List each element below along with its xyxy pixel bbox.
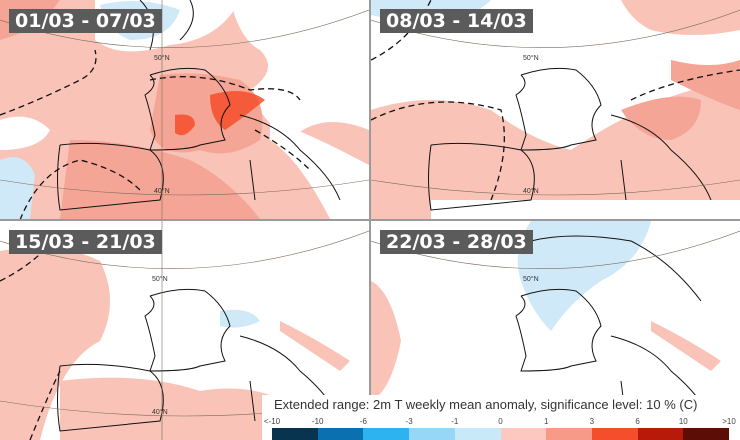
latitude-40n-label: 40°N xyxy=(152,409,168,416)
legend-tick-label: 3 xyxy=(589,417,595,426)
latitude-40n-label: 40°N xyxy=(154,188,170,195)
week-label: 01/03 - 07/03 xyxy=(9,9,162,33)
legend-tick-label: <-10 xyxy=(263,417,281,426)
legend-tick-label: 6 xyxy=(635,417,640,426)
latitude-50n-label: 50°N xyxy=(523,276,539,283)
week-label: 08/03 - 14/03 xyxy=(380,9,533,33)
legend-color-bar xyxy=(272,428,730,440)
legend-tick-label: -1 xyxy=(451,417,459,426)
legend-tick-label: 1 xyxy=(543,417,549,426)
legend-color-swatch xyxy=(500,428,547,440)
panel-divider-horizontal xyxy=(0,219,740,221)
legend-color-swatch xyxy=(546,428,592,440)
map-panel-week-1: 50°N 40°N 01/03 - 07/03 xyxy=(0,0,369,219)
week-label: 15/03 - 21/03 xyxy=(9,230,162,254)
legend-color-swatch xyxy=(591,428,638,440)
legend-tick-labels: <-10 -10 -6 -3 -1 0 1 3 6 10 >10 xyxy=(262,417,740,427)
map-panel-week-2: 50°N 40°N 08/03 - 14/03 xyxy=(371,0,740,219)
legend-color-swatch xyxy=(637,428,684,440)
legend-color-swatch xyxy=(409,428,455,440)
legend-tick-label: 0 xyxy=(498,417,503,426)
legend-color-swatch xyxy=(317,428,364,440)
legend-tick-label: -10 xyxy=(311,417,324,426)
legend-tick-label: -3 xyxy=(405,417,413,426)
map-panel-week-3: 50°N 40°N 15/03 - 21/03 xyxy=(0,221,369,440)
legend-tick-label: -6 xyxy=(359,417,367,426)
latitude-40n-label: 40°N xyxy=(523,188,539,195)
legend-tick-label: 10 xyxy=(678,417,688,426)
anomaly-map xyxy=(0,0,369,219)
latitude-50n-label: 50°N xyxy=(523,55,539,62)
latitude-50n-label: 50°N xyxy=(152,276,168,283)
legend-color-swatch xyxy=(683,428,730,440)
color-legend: Extended range: 2m T weekly mean anomaly… xyxy=(262,395,740,440)
legend-color-swatch xyxy=(363,428,410,440)
anomaly-map xyxy=(371,0,740,219)
week-label: 22/03 - 28/03 xyxy=(380,230,533,254)
legend-tick-label: >10 xyxy=(722,417,736,426)
latitude-50n-label: 50°N xyxy=(154,55,170,62)
anomaly-map xyxy=(0,221,369,440)
legend-title: Extended range: 2m T weekly mean anomaly… xyxy=(274,397,698,412)
legend-color-swatch xyxy=(272,428,318,440)
legend-color-swatch xyxy=(454,428,501,440)
